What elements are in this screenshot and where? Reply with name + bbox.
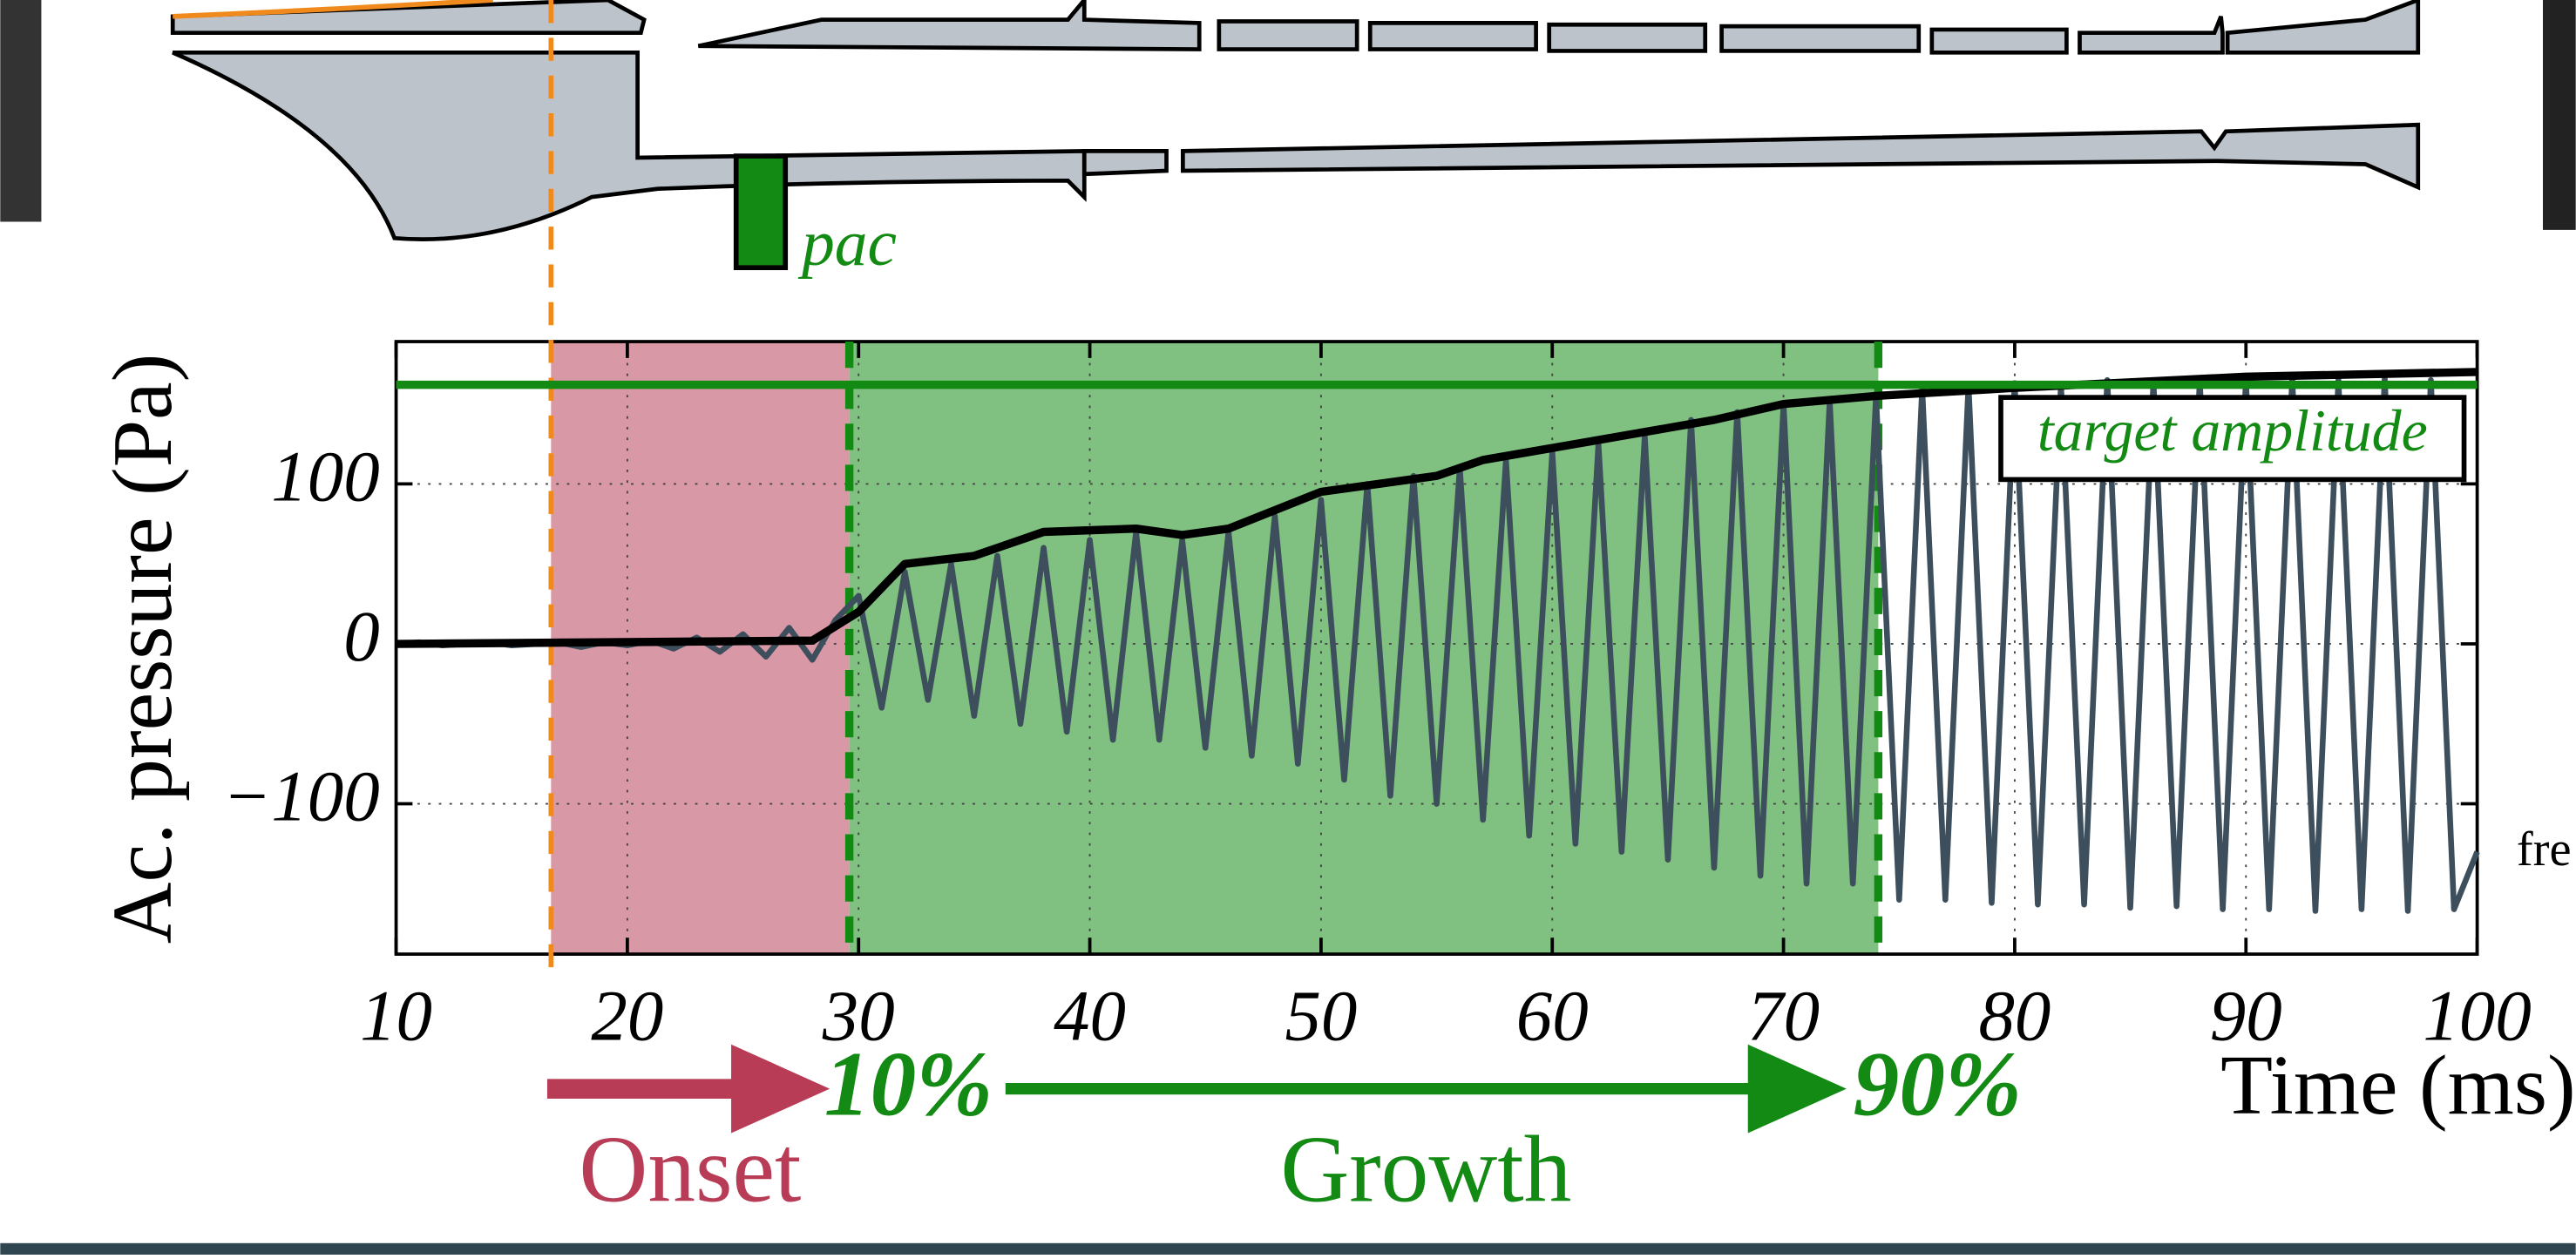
x-tick-label: 80 (1978, 975, 2051, 1055)
x-tick-label: 50 (1285, 975, 1357, 1055)
target-label: target amplitude (2037, 398, 2428, 464)
x-tick-label: 100 (2423, 975, 2531, 1055)
region-label: Growth (1280, 1116, 1571, 1222)
bottom-bar (0, 1242, 2576, 1255)
plot-frame (394, 340, 2479, 956)
y-axis-label: Ac. pressure (Pa) (96, 354, 190, 944)
target-box (1998, 395, 2467, 483)
region (849, 342, 1879, 955)
region (551, 342, 850, 955)
x-tick-label: 70 (1747, 975, 1820, 1055)
x-tick-label: 10 (360, 975, 432, 1055)
sensor-label: pac (797, 207, 897, 280)
region-end-label: 10% (824, 1033, 993, 1135)
duct-diagram (0, 0, 2576, 271)
y-tick-label: −100 (222, 756, 379, 836)
arrow-head (731, 1044, 830, 1134)
series-line (396, 368, 2478, 648)
x-axis-label: Time (ms) (2220, 1039, 2576, 1133)
x-tick-label: 20 (591, 975, 663, 1055)
x-tick-label: 40 (1054, 975, 1126, 1055)
region-end-label: 90% (1854, 1033, 2022, 1135)
cut-text: fre (2517, 822, 2572, 877)
x-tick-label: 30 (822, 975, 895, 1055)
arrow-head (1747, 1044, 1847, 1134)
x-tick-label: 60 (1516, 975, 1589, 1055)
y-tick-label: 0 (343, 596, 379, 676)
region-label: Onset (579, 1116, 801, 1222)
y-tick-label: 100 (271, 436, 379, 516)
series-line (396, 375, 2480, 914)
x-tick-label: 90 (2210, 975, 2282, 1055)
